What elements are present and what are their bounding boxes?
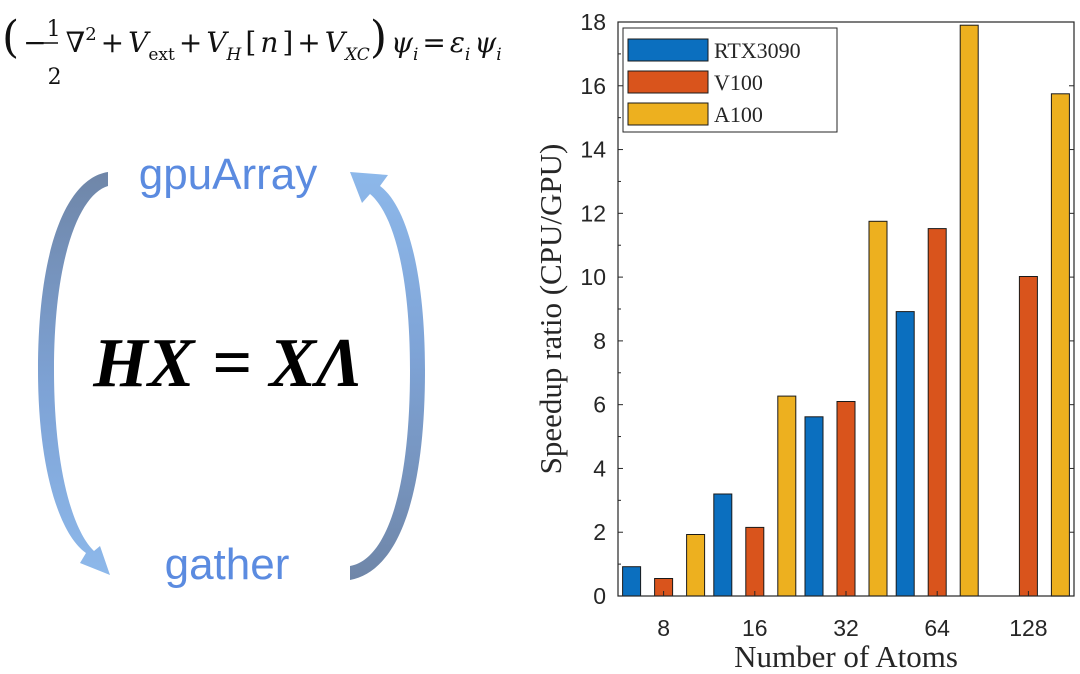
bar-a100-16: [777, 395, 797, 597]
y-tick-label: 12: [580, 200, 606, 226]
bar-v100-32: [836, 401, 856, 597]
bar-rtx3090-16: [713, 493, 733, 597]
gather-label: gather: [165, 540, 290, 589]
bar-v100-128: [1018, 276, 1038, 597]
equation-segment: i: [496, 45, 501, 65]
bar-a100-8: [686, 534, 706, 597]
bar-v100-64: [927, 228, 947, 597]
equation-segment: ): [370, 12, 387, 63]
equation-segment: +: [179, 26, 202, 59]
y-tick-label: 2: [593, 519, 606, 545]
gpuarray-label: gpuArray: [139, 150, 318, 199]
equation-segment: ψ: [474, 26, 497, 59]
legend: RTX3090 V100 A100: [622, 27, 838, 133]
equation-segment: 2: [48, 65, 62, 90]
equation-segment: =: [422, 26, 445, 59]
equation-segment: ]: [282, 26, 293, 59]
legend-swatch-rtx3090: [627, 38, 709, 62]
dft-equation: (−1 2∇2 + Vext + VH[n] + VXC) ψi = εi ψi: [2, 12, 502, 90]
x-tick-label: 32: [833, 615, 859, 641]
equation-segment: V: [128, 26, 151, 59]
x-tick-label: 8: [657, 615, 670, 641]
y-tick-label: 18: [580, 9, 606, 35]
x-tick-label: 128: [1009, 615, 1047, 641]
bar-v100-16: [745, 526, 765, 597]
bar-rtx3090-8: [622, 566, 642, 597]
equation-segment: ψ: [391, 26, 414, 59]
speedup-bar-chart: 0 2 4 6 8 10 12 14 16 18 8 16 32 64 128 Speedup ratio…: [533, 9, 1075, 674]
equation-segment: XC: [343, 45, 370, 65]
equation-segment: −: [23, 26, 46, 59]
left-curved-arrow: [38, 172, 110, 575]
bar-a100-64: [959, 24, 979, 597]
bar-a100-128: [1050, 93, 1070, 597]
equation-segment: V: [325, 26, 348, 59]
right-curved-arrow: [350, 172, 425, 580]
x-tick-label: 64: [924, 615, 950, 641]
equation-segment: 2: [85, 24, 96, 45]
equation-segment: i: [413, 45, 418, 65]
left-panel: (−1 2∇2 + Vext + VH[n] + VXC) ψi = εi ψi gpuArray g…: [2, 12, 502, 590]
equation-segment: +: [101, 26, 124, 59]
y-tick-label: 6: [593, 392, 606, 418]
x-tick-label: 16: [742, 615, 768, 641]
equation-segment: ext: [148, 45, 175, 65]
legend-label-rtx3090: RTX3090: [714, 38, 801, 63]
x-axis: 8 16 32 64 128: [657, 591, 1048, 641]
equation-segment: ε: [450, 26, 465, 59]
x-axis-label: Number of Atoms: [734, 639, 958, 674]
legend-label-v100: V100: [714, 70, 763, 95]
equation-segment: n: [260, 26, 278, 59]
y-tick-label: 0: [593, 583, 606, 609]
y-tick-label: 16: [580, 73, 606, 99]
legend-swatch-v100: [627, 70, 709, 94]
equation-segment: ∇: [66, 26, 86, 59]
bar-rtx3090-64: [895, 311, 915, 597]
legend-swatch-a100: [627, 102, 709, 126]
y-tick-label: 10: [580, 264, 606, 290]
legend-label-a100: A100: [714, 102, 763, 127]
equation-segment: H: [226, 45, 243, 65]
y-tick-label: 14: [580, 137, 606, 163]
eigen-equation: HX = XΛ: [92, 325, 362, 402]
bar-rtx3090-32: [804, 416, 824, 597]
equation-segment: V: [206, 26, 229, 59]
bar-a100-32: [868, 220, 888, 597]
y-axis: 0 2 4 6 8 10 12 14 16 18: [580, 9, 1074, 609]
y-axis-label: Speedup ratio (CPU/GPU): [533, 144, 568, 475]
equation-segment: [: [245, 26, 256, 59]
y-tick-label: 4: [593, 455, 606, 481]
equation-segment: +: [297, 26, 320, 59]
equation-segment: (: [2, 12, 19, 63]
equation-segment: i: [465, 45, 470, 65]
equation-segment: 1: [47, 17, 61, 42]
y-tick-label: 8: [593, 328, 606, 354]
